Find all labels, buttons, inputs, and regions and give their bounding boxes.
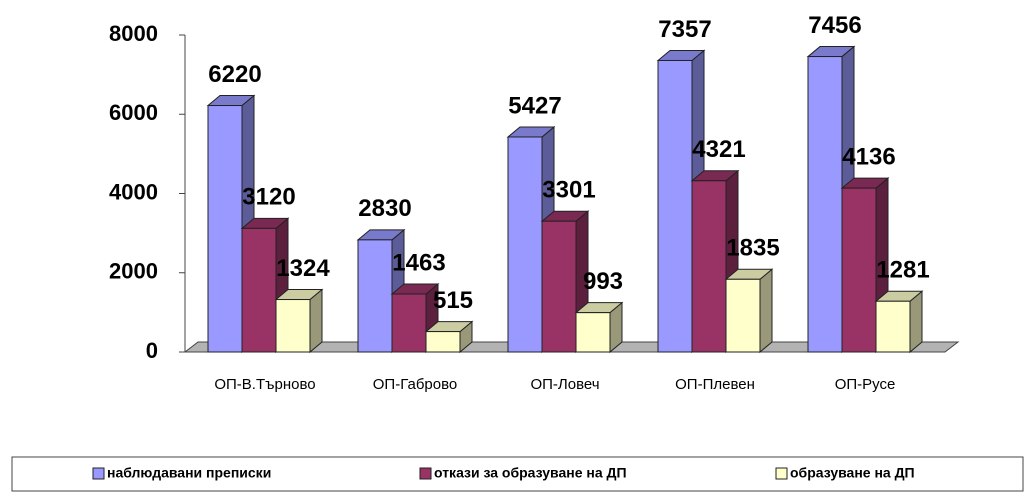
data-label: 3301	[542, 177, 595, 204]
bar-side	[309, 288, 323, 354]
y-tick-label: 6000	[109, 100, 158, 125]
y-tick-label: 2000	[109, 259, 158, 284]
x-tick-label: ОП-Русе	[835, 376, 896, 393]
data-label: 515	[433, 287, 473, 314]
data-label: 1324	[276, 255, 330, 282]
data-label: 7456	[808, 12, 861, 39]
legend-box	[11, 456, 1024, 492]
x-tick-label: ОП-Ловеч	[530, 376, 599, 393]
data-label: 1463	[392, 249, 445, 276]
legend-swatch	[419, 467, 432, 480]
data-label: 4321	[692, 136, 745, 163]
legend-label: наблюдавани преписки	[107, 465, 271, 481]
data-label: 5427	[508, 92, 561, 119]
x-tick-label: ОП-Габрово	[373, 376, 458, 393]
x-tick-label: ОП-В.Търново	[214, 376, 315, 393]
data-label: 2830	[358, 195, 411, 222]
data-label: 7357	[658, 16, 711, 43]
y-tick-label: 0	[146, 338, 158, 363]
bar	[541, 220, 577, 353]
bar	[657, 59, 693, 353]
bar	[425, 331, 461, 353]
y-tick-label: 4000	[109, 179, 158, 204]
bar-side	[759, 268, 773, 354]
legend-swatch	[92, 467, 105, 480]
y-tick-label: 8000	[109, 21, 158, 46]
data-label: 3120	[242, 184, 295, 211]
bar	[207, 105, 243, 353]
bar	[357, 239, 393, 353]
bar	[241, 227, 277, 353]
bar	[575, 312, 611, 353]
data-label: 1835	[726, 235, 779, 262]
legend-label: откази за образуване на ДП	[434, 465, 627, 481]
bar	[725, 278, 761, 353]
legend-swatch	[775, 467, 788, 480]
bar	[691, 180, 727, 353]
bar	[275, 299, 311, 353]
x-tick-label: ОП-Плевен	[675, 376, 755, 393]
legend-label: образуване на ДП	[790, 465, 915, 481]
bar	[841, 187, 877, 353]
bar	[507, 136, 543, 353]
data-label: 1281	[876, 257, 929, 284]
data-label: 993	[583, 268, 623, 295]
data-label: 4136	[842, 143, 895, 170]
bar	[807, 56, 843, 353]
data-label: 6220	[208, 61, 261, 88]
bar	[391, 293, 427, 353]
bar	[875, 300, 911, 353]
